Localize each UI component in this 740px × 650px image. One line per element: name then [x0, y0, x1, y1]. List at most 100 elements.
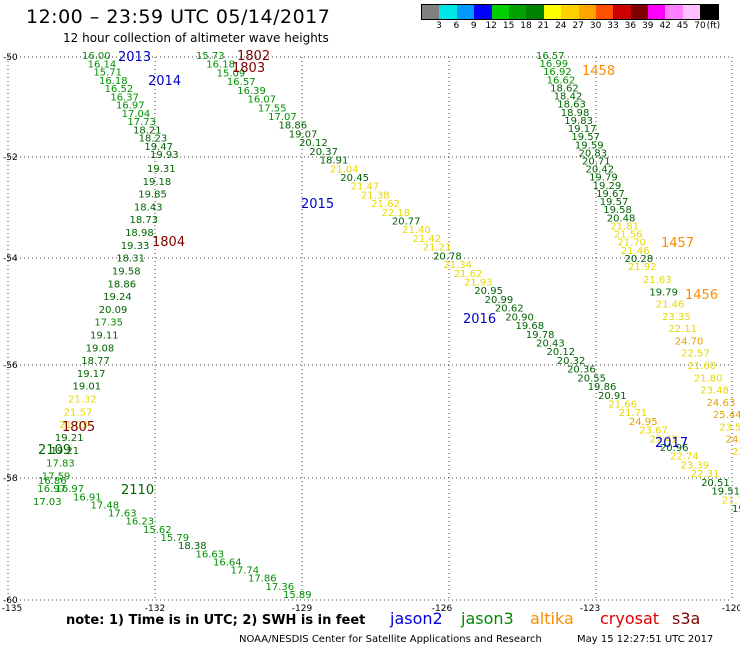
- track-b-reading: 16.07: [248, 95, 277, 106]
- track-c-reading: 16.57: [536, 51, 565, 62]
- lon-tick-label: -126: [432, 604, 453, 614]
- pass-label-1458: 1458: [582, 64, 615, 79]
- track-a-reading: 15.71: [93, 68, 122, 79]
- track-a-reading: 17.73: [127, 117, 156, 128]
- track-a-reading: 19.17: [77, 369, 106, 380]
- track-b-reading: 21.71: [619, 408, 648, 419]
- track-b-reading: 20.55: [577, 373, 606, 384]
- track-a-reading: 16.37: [110, 92, 139, 103]
- track-b-reading: 21.38: [361, 190, 390, 201]
- track-a-reading: 20.09: [99, 305, 128, 316]
- color-swatch-3: [474, 5, 492, 19]
- lon-tick-label: -120: [722, 604, 740, 614]
- track-c-reading: 23.48: [700, 386, 729, 397]
- track-a-reading: 16.14: [88, 59, 117, 70]
- color-swatch-13: [648, 5, 666, 19]
- track-c-reading: 20.71: [582, 157, 611, 168]
- credit-line: NOAA/NESDIS Center for Satellite Applica…: [239, 634, 542, 645]
- pass-label-2017: 2017: [655, 436, 688, 451]
- track-b-reading: 17.55: [258, 103, 287, 114]
- track-b-reading: 16.57: [227, 77, 256, 88]
- track-b-reading: 21.40: [402, 225, 431, 236]
- track-a-reading: 19.33: [121, 241, 150, 252]
- color-swatch-4: [491, 5, 509, 19]
- satellite-s3a: s3a: [672, 609, 701, 628]
- track-a-reading: 17.86: [248, 574, 277, 585]
- track-b-reading: 20.99: [485, 295, 514, 306]
- color-scale-value: 18: [520, 21, 532, 31]
- track-b-reading: 19: [732, 504, 740, 515]
- track-a-reading: 19.11: [90, 331, 119, 342]
- track-b-reading: 20.32: [557, 356, 586, 367]
- track-a-reading: 16.23: [126, 517, 155, 528]
- track-a-reading: 19.24: [103, 292, 132, 303]
- track-c-reading: 23.51: [719, 422, 740, 433]
- track-b-reading: 21.47: [351, 182, 380, 193]
- track-a-reading: 18.73: [129, 215, 158, 226]
- color-scale-value: 6: [453, 21, 460, 31]
- track-a-reading: 19.31: [147, 164, 176, 175]
- track-b-reading: 20.43: [536, 338, 565, 349]
- color-scale-value: 27: [572, 21, 584, 31]
- track-b-reading: 18.86: [278, 121, 307, 132]
- track-b-reading: 20.62: [495, 304, 524, 315]
- pass-label-1802: 1802: [237, 49, 270, 64]
- track-c-reading: 21.92: [628, 262, 657, 273]
- update-timestamp: May 15 12:27:51 UTC 2017: [577, 634, 714, 645]
- track-c-reading: 24.63: [707, 398, 736, 409]
- pass-label-2015: 2015: [301, 197, 334, 212]
- track-a-reading: 17.36: [266, 582, 295, 593]
- track-b-reading: 20.96: [660, 443, 689, 454]
- color-swatch-6: [526, 5, 544, 19]
- lon-tick-label: -129: [292, 604, 313, 614]
- color-scale-value: 45: [676, 21, 689, 31]
- color-scale-value: 30: [589, 21, 602, 31]
- track-b-reading: 21.93: [464, 278, 493, 289]
- color-scale-value: 36: [624, 21, 637, 31]
- track-c-reading: 21.80: [694, 373, 723, 384]
- color-swatch-0: [422, 5, 440, 19]
- color-swatch-12: [630, 5, 649, 19]
- pass-label-1804: 1804: [152, 235, 185, 250]
- track-c-reading: 20.83: [578, 148, 607, 159]
- track-a-reading: 21.03: [59, 420, 88, 431]
- track-a-reading: 16.97: [56, 484, 85, 495]
- track-a-reading: 17.63: [108, 509, 137, 520]
- lat-tick-label: -56: [3, 361, 18, 371]
- color-scale-value: 39: [642, 21, 654, 31]
- track-a-reading: 16.52: [105, 84, 134, 95]
- track-b-reading: 16.39: [237, 86, 266, 97]
- track-b-reading: 21.21: [423, 243, 452, 254]
- track-c-reading: 19.17: [568, 124, 597, 135]
- track-c-reading: 19.57: [571, 132, 600, 143]
- color-swatch-1: [439, 5, 457, 19]
- track-c-reading: 20.42: [586, 165, 615, 176]
- lat-tick-label: -58: [3, 474, 18, 484]
- color-scale-value: 15: [502, 21, 515, 31]
- track-c-reading: 16.62: [547, 75, 576, 86]
- track-c-reading: 22.11: [668, 324, 697, 335]
- track-b-reading: 19.86: [588, 382, 617, 393]
- pass-label-2109: 2109: [38, 443, 71, 458]
- track-a-reading: 16.97: [116, 101, 145, 112]
- track-a-reading: 19.08: [86, 343, 115, 354]
- track-c-reading: 19.59: [575, 140, 604, 151]
- track-a-reading: 18.77: [81, 356, 110, 367]
- track-a-reading: 17.83: [46, 459, 75, 470]
- track-a-reading: 15.79: [161, 533, 190, 544]
- track-b-reading: 21.66: [608, 399, 637, 410]
- track-a-reading: 17.48: [91, 500, 120, 511]
- track-a-reading: 19.21: [55, 433, 84, 444]
- color-swatch-11: [613, 5, 631, 19]
- track-c-reading: 21.60: [688, 361, 717, 372]
- lat-tick-label: -60: [3, 596, 18, 606]
- track-a-reading: 17.59: [42, 471, 71, 482]
- color-swatch-7: [543, 5, 562, 19]
- track-a-reading: 18.38: [178, 541, 207, 552]
- track-b-reading: 20.51: [701, 478, 730, 489]
- track-b-reading: 15.09: [217, 68, 246, 79]
- track-c-reading: 21.70: [617, 238, 646, 249]
- color-scale-value: 24: [555, 21, 567, 31]
- color-swatch-8: [561, 5, 579, 19]
- track-b-reading: 15.73: [196, 51, 225, 62]
